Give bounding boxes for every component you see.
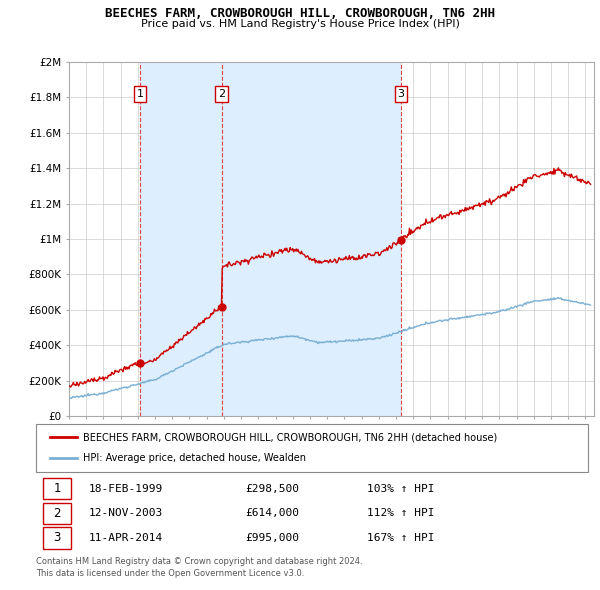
Text: 103% ↑ HPI: 103% ↑ HPI bbox=[367, 484, 434, 494]
FancyBboxPatch shape bbox=[43, 478, 71, 500]
Text: Price paid vs. HM Land Registry's House Price Index (HPI): Price paid vs. HM Land Registry's House … bbox=[140, 19, 460, 29]
Text: 3: 3 bbox=[397, 89, 404, 99]
Text: £995,000: £995,000 bbox=[246, 533, 300, 543]
Text: BEECHES FARM, CROWBOROUGH HILL, CROWBOROUGH, TN6 2HH (detached house): BEECHES FARM, CROWBOROUGH HILL, CROWBORO… bbox=[83, 432, 497, 442]
Text: This data is licensed under the Open Government Licence v3.0.: This data is licensed under the Open Gov… bbox=[36, 569, 304, 578]
Text: 1: 1 bbox=[136, 89, 143, 99]
Text: £298,500: £298,500 bbox=[246, 484, 300, 494]
Text: 3: 3 bbox=[53, 532, 61, 545]
FancyBboxPatch shape bbox=[43, 503, 71, 524]
Text: 18-FEB-1999: 18-FEB-1999 bbox=[88, 484, 163, 494]
Text: 2: 2 bbox=[53, 507, 61, 520]
Text: 11-APR-2014: 11-APR-2014 bbox=[88, 533, 163, 543]
Text: HPI: Average price, detached house, Wealden: HPI: Average price, detached house, Weal… bbox=[83, 454, 306, 464]
Text: 2: 2 bbox=[218, 89, 225, 99]
FancyBboxPatch shape bbox=[43, 527, 71, 549]
Bar bbox=[221, 62, 401, 416]
Text: 167% ↑ HPI: 167% ↑ HPI bbox=[367, 533, 434, 543]
Text: £614,000: £614,000 bbox=[246, 509, 300, 518]
Text: 112% ↑ HPI: 112% ↑ HPI bbox=[367, 509, 434, 518]
Text: 12-NOV-2003: 12-NOV-2003 bbox=[88, 509, 163, 518]
Bar bbox=[140, 62, 221, 416]
Text: 1: 1 bbox=[53, 482, 61, 495]
Text: Contains HM Land Registry data © Crown copyright and database right 2024.: Contains HM Land Registry data © Crown c… bbox=[36, 557, 362, 566]
Text: BEECHES FARM, CROWBOROUGH HILL, CROWBOROUGH, TN6 2HH: BEECHES FARM, CROWBOROUGH HILL, CROWBORO… bbox=[105, 7, 495, 20]
